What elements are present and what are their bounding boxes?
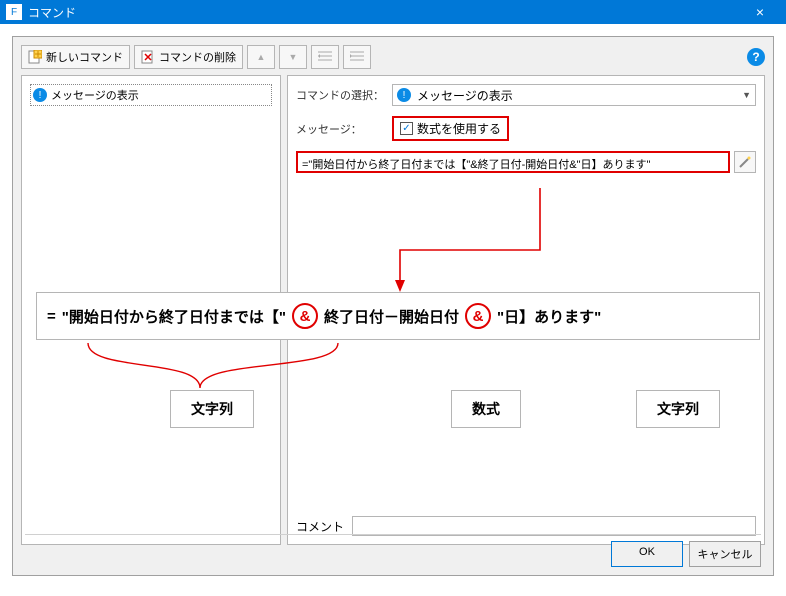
info-icon: !	[33, 88, 47, 102]
message-label: メッセージ：	[296, 121, 386, 137]
breakdown-part2: 終了日付－開始日付	[324, 306, 459, 327]
delete-icon	[141, 50, 155, 64]
info-icon: !	[397, 88, 411, 102]
chevron-up-icon: ▲	[257, 52, 266, 62]
new-icon	[28, 50, 42, 64]
cancel-button[interactable]: キャンセル	[689, 541, 761, 567]
use-formula-checkbox-highlight: ✓ 数式を使用する	[392, 116, 509, 141]
new-command-label: 新しいコマンド	[46, 49, 123, 65]
delete-command-label: コマンドの削除	[159, 49, 236, 65]
command-select-value: メッセージの表示	[417, 87, 513, 104]
ok-button[interactable]: OK	[611, 541, 683, 567]
formula-builder-button[interactable]	[734, 151, 756, 173]
app-icon: F	[6, 4, 22, 20]
delete-command-button[interactable]: コマンドの削除	[134, 45, 243, 69]
breakdown-part1: "開始日付から終了日付までは【"	[62, 306, 286, 327]
new-command-button[interactable]: 新しいコマンド	[21, 45, 130, 69]
breakdown-part3: "日】あります"	[497, 306, 601, 327]
formula-input[interactable]: ="開始日付から終了日付までは【"&終了日付-開始日付&"日】あります"	[296, 151, 730, 173]
check-icon: ✓	[402, 123, 410, 134]
wand-icon	[738, 155, 752, 169]
titlebar: F コマンド ×	[0, 0, 786, 24]
chevron-down-icon: ▼	[742, 90, 751, 100]
tree-item-message[interactable]: ! メッセージの表示	[30, 84, 272, 106]
amp-icon-1: &	[292, 303, 318, 329]
use-formula-label: 数式を使用する	[417, 120, 501, 137]
toolbar: 新しいコマンド コマンドの削除 ▲ ▼ ?	[21, 45, 765, 69]
command-select-dropdown[interactable]: ! メッセージの表示 ▼	[392, 84, 756, 106]
amp-icon-2: &	[465, 303, 491, 329]
outdent-button[interactable]	[311, 45, 339, 69]
formula-breakdown: = "開始日付から終了日付までは【" & 終了日付－開始日付 & "日】あります…	[36, 292, 760, 340]
outdent-icon	[318, 51, 332, 63]
indent-icon	[350, 51, 364, 63]
label-string-2: 文字列	[636, 390, 720, 428]
label-string-1: 文字列	[170, 390, 254, 428]
indent-button[interactable]	[343, 45, 371, 69]
label-formula: 数式	[451, 390, 521, 428]
eq-sign: =	[47, 308, 56, 325]
comment-label: コメント	[296, 518, 344, 535]
close-button[interactable]: ×	[740, 0, 780, 24]
comment-input[interactable]	[352, 516, 756, 536]
use-formula-checkbox[interactable]: ✓	[400, 122, 413, 135]
help-button[interactable]: ?	[747, 48, 765, 66]
tree-item-label: メッセージの表示	[51, 87, 139, 103]
window-title: コマンド	[28, 4, 740, 21]
chevron-down-icon: ▼	[289, 52, 298, 62]
move-down-button[interactable]: ▼	[279, 45, 307, 69]
command-select-label: コマンドの選択：	[296, 87, 386, 103]
move-up-button[interactable]: ▲	[247, 45, 275, 69]
